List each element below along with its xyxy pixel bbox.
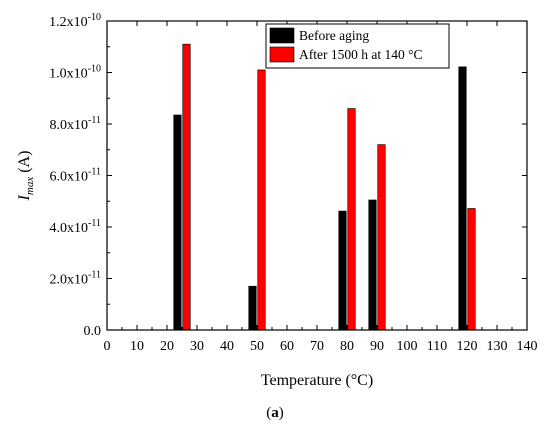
x-tick-label: 90 [370,339,384,354]
x-tick-label: 120 [457,339,478,354]
x-tick-label: 130 [487,339,508,354]
y-tick-label: 2.0x10-11 [50,270,101,288]
bar-series1-2 [248,285,257,331]
x-tick-label: 110 [427,339,447,354]
bar-series1-4 [368,199,377,331]
x-tick-label: 140 [517,339,538,354]
x-tick-label: 20 [160,339,174,354]
legend-swatch-2 [269,46,295,63]
x-tick-label: 0 [104,339,111,354]
x-tick-label: 100 [397,339,418,354]
bar-series2-2 [257,69,266,331]
legend-label-1: Before aging [299,28,369,43]
y-tick-label: 1.0x10-10 [49,64,101,82]
bar-series2-5 [467,208,476,331]
figure-caption: (a) [266,405,284,421]
y-tick-label: 8.0x10-11 [50,115,101,133]
x-tick-label: 60 [280,339,294,354]
bar-series2-1 [182,43,191,331]
x-axis-label: Temperature (°C) [261,372,373,389]
bar-series1-3 [338,210,347,331]
caption-label: a [271,405,279,421]
x-tick-label: 50 [250,339,264,354]
legend-box [265,23,450,69]
bar-series2-3 [347,108,356,331]
bar-series2-4 [377,144,386,331]
bar-series1-5 [458,66,467,331]
legend-swatch-1 [269,27,295,44]
x-tick-label: 40 [220,339,234,354]
x-tick-label: 70 [310,339,324,354]
y-tick-label: 4.0x10-11 [50,218,101,236]
x-tick-label: 30 [190,339,204,354]
y-tick-label: 0.0 [84,324,102,339]
y-tick-label: 6.0x10-11 [50,167,101,185]
x-tick-label: 80 [340,339,354,354]
legend-label-2: After 1500 h at 140 °C [299,47,423,62]
y-tick-label: 1.2x10-10 [49,12,101,30]
x-tick-label: 10 [130,339,144,354]
bar-series1-1 [173,114,182,331]
y-axis-label: Imax (A) [16,151,36,202]
bar-chart: 0 10 20 30 40 50 60 70 80 90 100 110 120 130 140 0.0 2.0… [16,12,538,389]
